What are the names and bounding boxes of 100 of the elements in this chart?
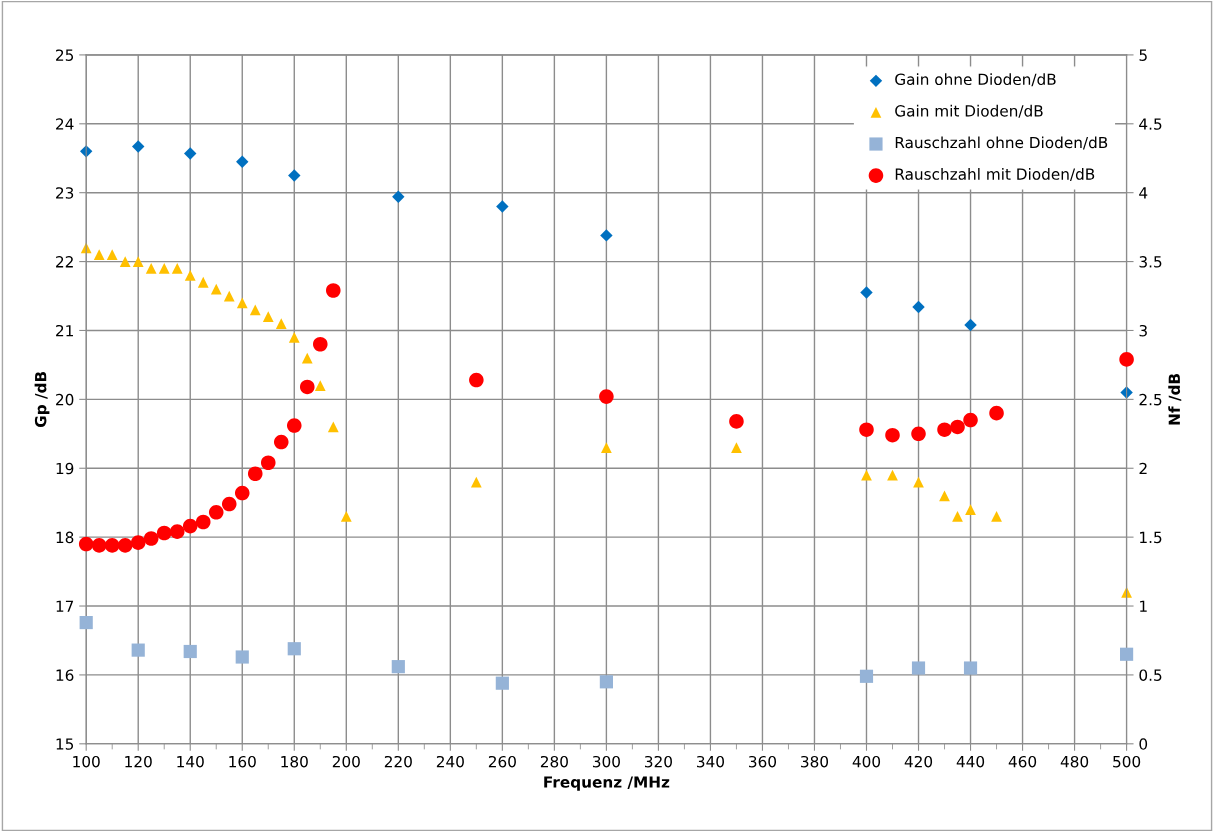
- point: [132, 140, 145, 153]
- point: [286, 418, 302, 433]
- point: [169, 524, 185, 539]
- point: [887, 469, 898, 481]
- y2-tick-label: 2.5: [1139, 393, 1162, 406]
- x-axis-title: Frequenz /MHz: [544, 776, 670, 791]
- x-tick-label: 420: [904, 755, 933, 768]
- point: [601, 442, 612, 453]
- point: [130, 535, 146, 550]
- y-axis-title: Gp /dB: [34, 371, 50, 428]
- point: [131, 643, 145, 657]
- y2-tick-label: 1.5: [1140, 531, 1162, 544]
- point: [300, 379, 315, 395]
- point: [912, 300, 925, 314]
- y-tick-label: 22: [56, 256, 73, 268]
- point: [470, 476, 482, 488]
- x-tick-label: 160: [229, 755, 256, 768]
- point: [117, 538, 133, 553]
- point: [184, 147, 197, 160]
- x-tick-label: 500: [1113, 755, 1141, 768]
- x-tick-label: 220: [384, 755, 412, 768]
- y2-tick-label: 1: [1140, 600, 1147, 612]
- point: [262, 311, 274, 323]
- point: [991, 511, 1002, 522]
- y-tick-label: 25: [56, 49, 74, 61]
- x-tick-label: 480: [1060, 755, 1089, 768]
- point: [91, 538, 107, 553]
- x-tick-label: 180: [281, 755, 308, 768]
- point: [989, 405, 1004, 421]
- point: [937, 422, 952, 437]
- y-tick-label: 21: [56, 324, 73, 337]
- point: [731, 442, 742, 453]
- point: [158, 263, 170, 274]
- point: [288, 169, 301, 182]
- point: [184, 269, 196, 281]
- y-tick-label: 24: [56, 118, 74, 130]
- point: [1120, 647, 1134, 661]
- point: [182, 518, 198, 534]
- point: [911, 661, 926, 675]
- legend-label: Rauschzahl mit Dioden/dB: [895, 168, 1095, 182]
- y2-tick-label: 3.5: [1139, 256, 1162, 268]
- x-tick-label: 280: [540, 755, 568, 768]
- point: [288, 331, 300, 343]
- point: [495, 676, 509, 690]
- y2-axis-title: Nf /dB: [1168, 373, 1182, 425]
- point: [859, 669, 874, 683]
- y2-tick-label: 3: [1139, 324, 1147, 337]
- point: [939, 490, 950, 502]
- x-tick-label: 320: [645, 755, 672, 768]
- x-tick-label: 440: [956, 755, 985, 768]
- point: [963, 412, 978, 428]
- point: [249, 304, 261, 316]
- x-tick-label: 260: [488, 755, 516, 768]
- point: [964, 318, 977, 332]
- point: [156, 525, 172, 541]
- x-tick-label: 380: [801, 755, 829, 768]
- point: [247, 466, 263, 482]
- point: [234, 485, 250, 501]
- point: [313, 336, 328, 352]
- point: [391, 660, 405, 674]
- y2-tick-label: 0.5: [1139, 669, 1162, 681]
- point: [275, 318, 287, 329]
- point: [106, 249, 118, 261]
- point: [143, 531, 159, 546]
- legend-label: Rauschzahl ohne Dioden/dB: [895, 136, 1108, 150]
- y-tick-label: 17: [56, 600, 74, 612]
- y2-tick-label: 4.5: [1139, 118, 1162, 130]
- x-tick-label: 300: [592, 755, 620, 768]
- point: [273, 434, 289, 450]
- point: [197, 276, 209, 288]
- point: [952, 511, 963, 522]
- point: [950, 419, 965, 435]
- x-tick-label: 240: [436, 755, 464, 768]
- y-tick-label: 18: [56, 531, 74, 544]
- y2-tick-label: 5: [1139, 49, 1147, 61]
- point: [392, 190, 405, 204]
- point: [469, 372, 484, 388]
- point: [599, 389, 614, 404]
- x-tick-label: 120: [125, 755, 152, 768]
- x-tick-label: 340: [697, 755, 724, 768]
- point: [860, 286, 873, 299]
- point: [729, 414, 744, 429]
- point: [183, 644, 197, 659]
- y-tick-label: 16: [56, 669, 74, 681]
- legend-label: Gain mit Dioden/dB: [895, 104, 1043, 118]
- y2-tick-label: 0: [1139, 738, 1148, 750]
- point: [223, 290, 235, 302]
- point: [236, 155, 249, 168]
- point: [496, 200, 509, 213]
- point: [171, 263, 183, 274]
- point: [119, 256, 131, 267]
- point: [599, 675, 613, 689]
- point: [861, 469, 872, 481]
- y-tick-label: 19: [56, 462, 74, 475]
- x-tick-label: 100: [73, 755, 100, 768]
- point: [221, 496, 237, 512]
- point: [236, 297, 248, 309]
- point: [132, 256, 144, 267]
- y2-tick-label: 2: [1139, 462, 1147, 475]
- y-tick-label: 23: [56, 187, 74, 199]
